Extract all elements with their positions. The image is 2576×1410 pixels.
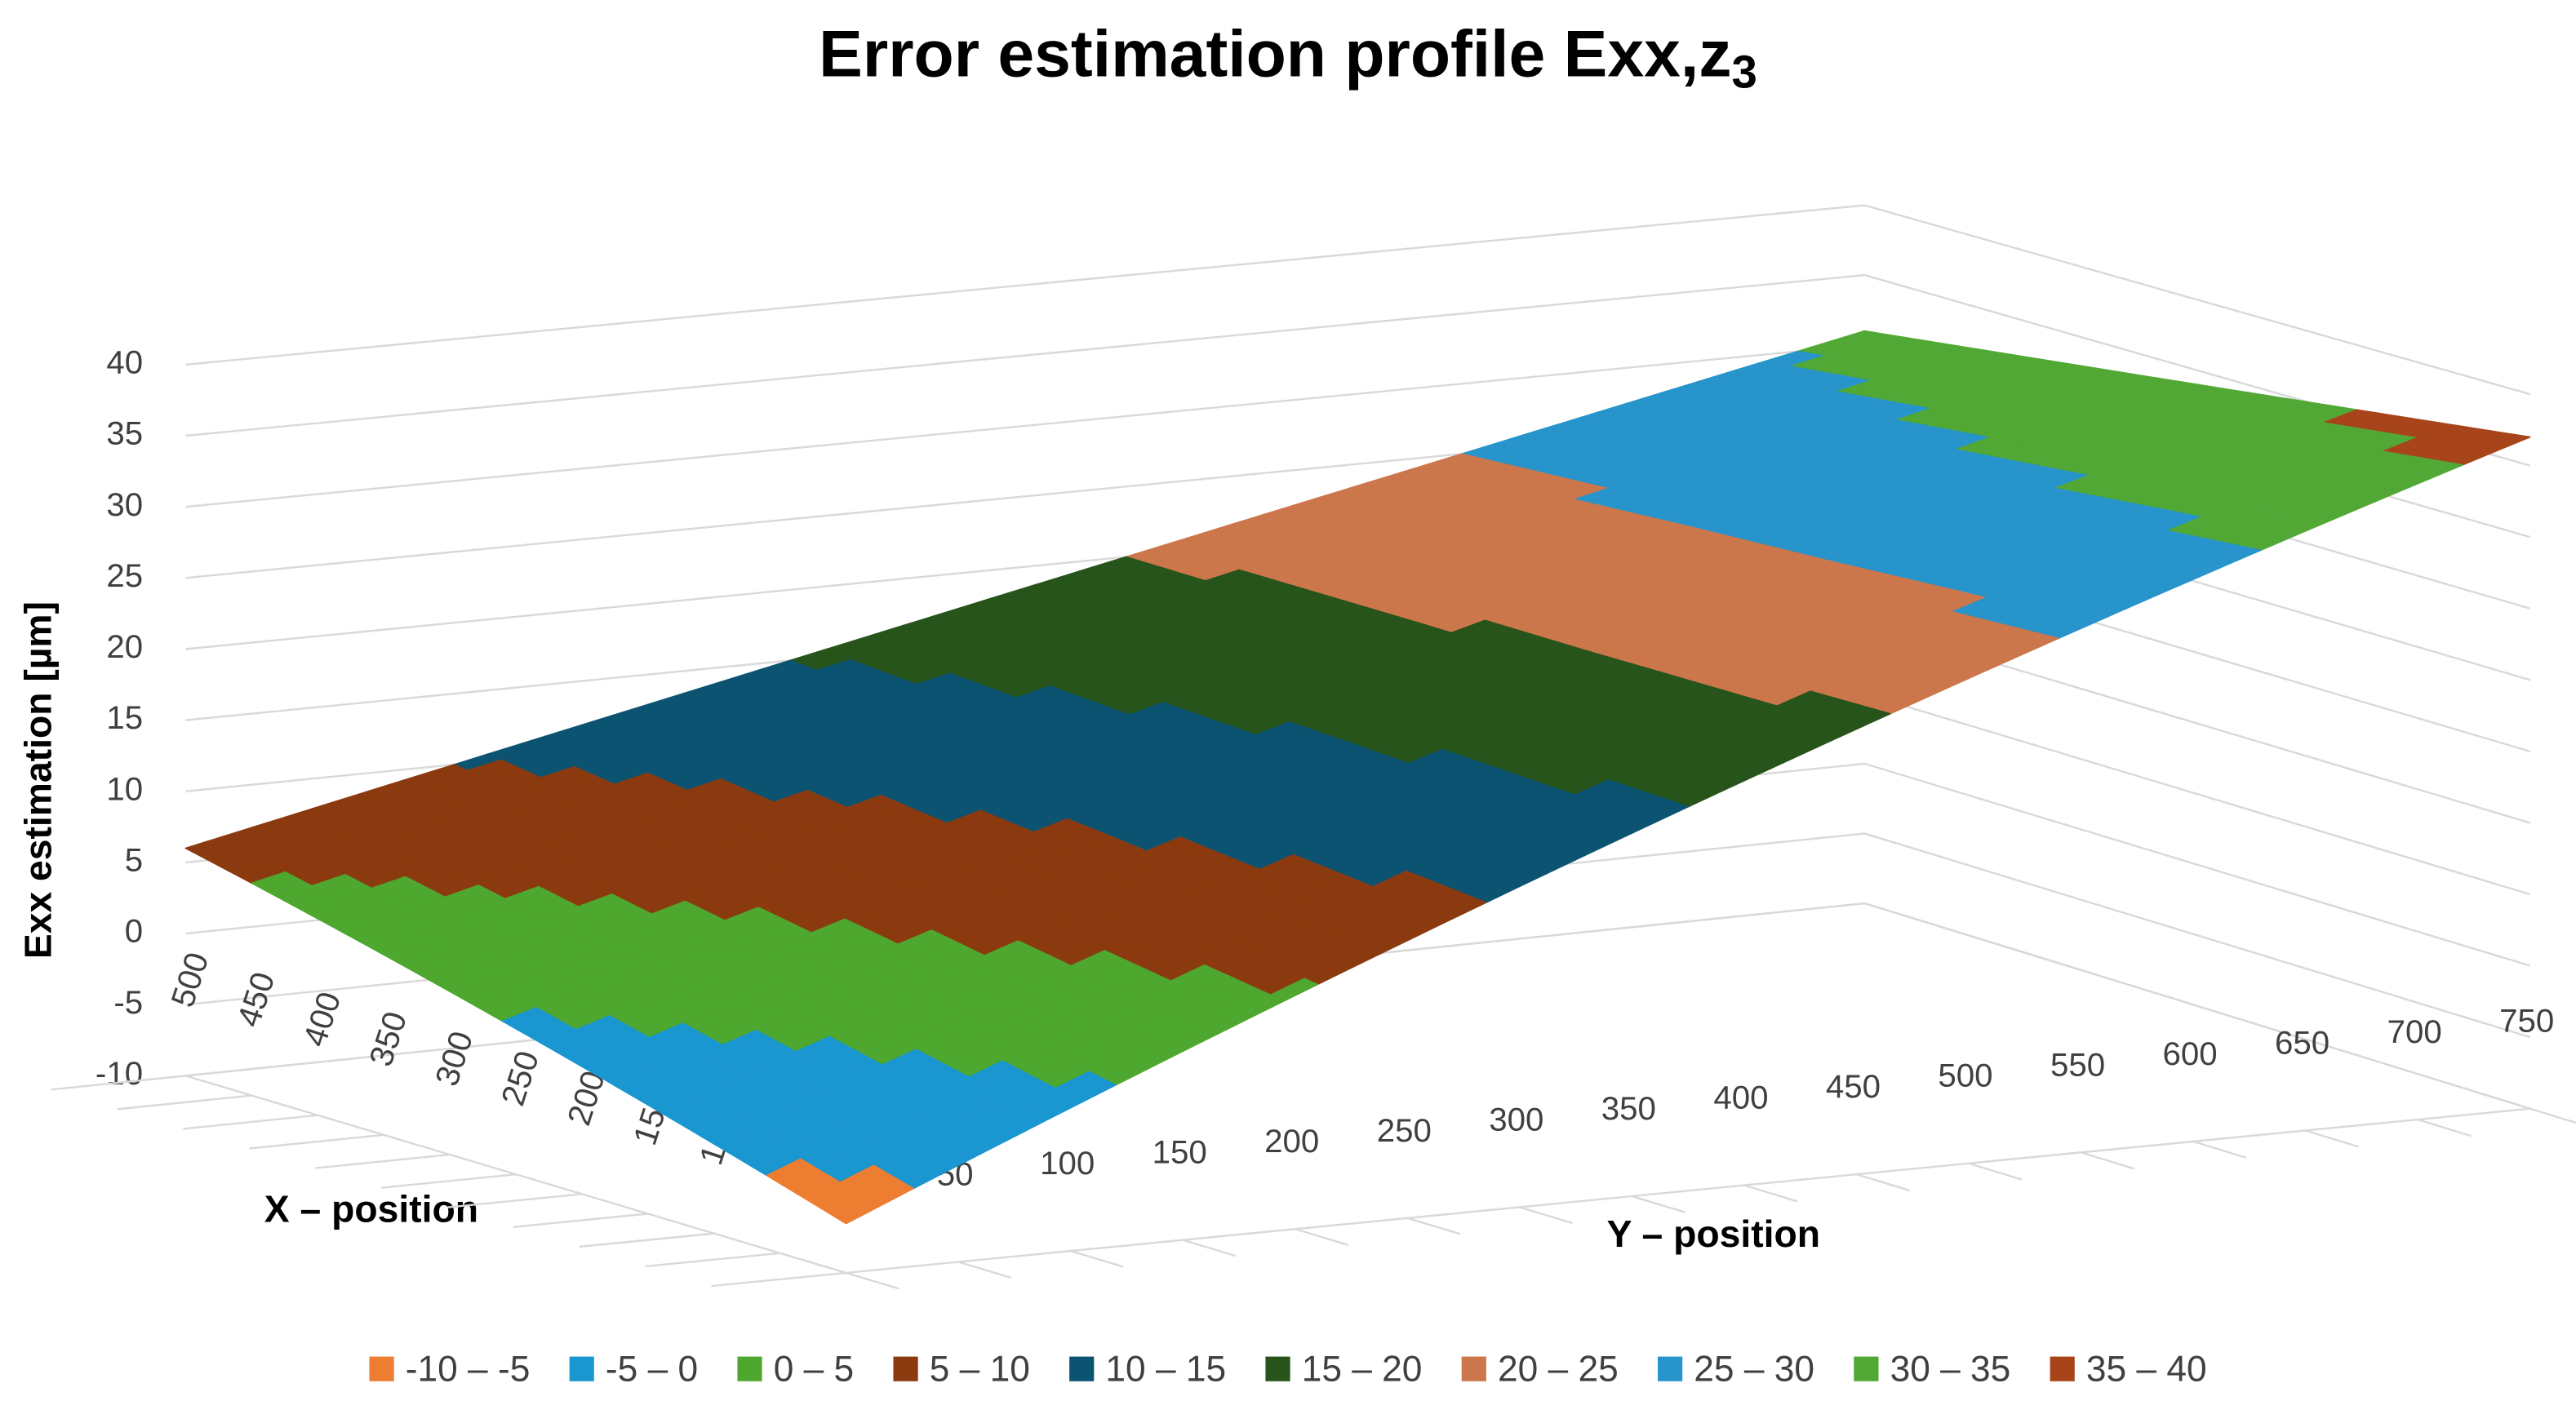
y-tick-mark xyxy=(1070,1249,1124,1268)
x-tick-mark xyxy=(51,1075,186,1091)
y-tick-label: 150 xyxy=(1153,1134,1207,1171)
y-tick-label: 350 xyxy=(1601,1090,1656,1127)
legend-swatch xyxy=(369,1356,394,1381)
y-tick-label: 250 xyxy=(1377,1112,1432,1149)
legend-swatch xyxy=(569,1356,594,1381)
y-tick-label: 200 xyxy=(1264,1123,1319,1159)
legend-swatch xyxy=(737,1356,762,1381)
legend-label: -5 – 0 xyxy=(606,1349,698,1389)
y-tick-mark xyxy=(957,1261,1012,1279)
legend-swatch xyxy=(1069,1356,1095,1381)
legend-label: 5 – 10 xyxy=(930,1349,1030,1389)
legend-swatch xyxy=(2050,1356,2075,1381)
x-tick-label: 250 xyxy=(495,1047,547,1111)
z-tick-label: 35 xyxy=(106,415,143,452)
x-tick-mark xyxy=(249,1133,384,1150)
legend-label: 35 – 40 xyxy=(2086,1349,2207,1389)
chart-area: Error estimation profile Exx,z3 X – posi… xyxy=(17,18,2576,1389)
y-tick-label: 100 xyxy=(1040,1145,1095,1182)
x-tick-label: 300 xyxy=(429,1026,481,1090)
y-tick-label: 400 xyxy=(1713,1080,1768,1116)
y-axis-title: Y – position xyxy=(1607,1213,1820,1255)
y-tick-label: 450 xyxy=(1826,1068,1881,1105)
y-tick-label: 600 xyxy=(2162,1035,2217,1072)
y-tick-mark xyxy=(1856,1173,1910,1192)
x-tick-mark xyxy=(711,1271,846,1288)
legend-label: 10 – 15 xyxy=(1105,1349,1226,1389)
z-tick-label: 25 xyxy=(106,557,143,594)
y-tick-mark xyxy=(1519,1206,1574,1225)
y-tick-mark xyxy=(2305,1129,2360,1148)
y-tick-label: 300 xyxy=(1489,1101,1543,1137)
surface-patch xyxy=(832,1197,881,1225)
y-tick-label: 550 xyxy=(2050,1046,2105,1083)
x-tick-mark xyxy=(315,1153,451,1169)
legend-swatch xyxy=(1461,1356,1486,1381)
x-tick-mark xyxy=(645,1252,780,1268)
y-tick-mark xyxy=(2081,1151,2134,1170)
x-tick-mark xyxy=(381,1173,517,1189)
z-tick-label: 10 xyxy=(106,770,143,807)
z-tick-label: 20 xyxy=(106,628,143,665)
y-tick-mark xyxy=(1295,1228,1348,1246)
legend-label: -10 – -5 xyxy=(406,1349,531,1389)
legend-label: 25 – 30 xyxy=(1694,1349,1814,1389)
legend-swatch xyxy=(1265,1356,1290,1381)
legend-label: 0 – 5 xyxy=(774,1349,854,1389)
x-tick-mark xyxy=(446,1193,583,1208)
y-tick-label: 750 xyxy=(2499,1003,2554,1040)
y-tick-mark xyxy=(2192,1140,2247,1159)
z-tick-label: 30 xyxy=(106,486,143,523)
y-tick-mark xyxy=(846,1271,899,1290)
surface xyxy=(184,330,2531,1225)
chart-title: Error estimation profile Exx,z3 xyxy=(819,18,1757,98)
y-tick-mark xyxy=(2417,1118,2472,1137)
x-tick-label: 400 xyxy=(296,987,349,1051)
y-tick-label: 500 xyxy=(1938,1058,1992,1094)
legend-label: 20 – 25 xyxy=(1498,1349,1619,1389)
z-axis-title: Exx estimation [µm] xyxy=(17,601,60,959)
y-tick-mark xyxy=(1743,1184,1798,1203)
z-tick-label: 0 xyxy=(125,913,143,950)
x-tick-label: 450 xyxy=(230,968,282,1031)
y-tick-mark xyxy=(1968,1162,2023,1181)
z-tick-label: 40 xyxy=(106,344,143,380)
legend: -10 – -5 -5 – 0 0 – 5 5 – 10 10 – 15 15 – 20 2… xyxy=(369,1349,2207,1389)
y-tick-mark xyxy=(1406,1217,1461,1235)
z-tick-label: 5 xyxy=(125,842,143,879)
title-text: Error estimation profile Exx,z xyxy=(819,18,1731,91)
legend-swatch xyxy=(1854,1356,1879,1381)
z-tick-label: 15 xyxy=(106,699,143,736)
z-tick-label: -5 xyxy=(113,984,143,1021)
grid-line xyxy=(185,204,2531,396)
legend-label: 30 – 35 xyxy=(1890,1349,2011,1389)
legend-label: 15 – 20 xyxy=(1302,1349,1423,1389)
x-tick-mark xyxy=(117,1094,252,1111)
z-tick-label: -10 xyxy=(95,1055,143,1092)
x-tick-mark xyxy=(579,1232,714,1248)
x-tick-label: 350 xyxy=(362,1007,415,1071)
x-tick-mark xyxy=(183,1114,318,1130)
title-subscript: 3 xyxy=(1732,46,1757,97)
y-tick-mark xyxy=(1632,1195,1686,1213)
y-tick-label: 700 xyxy=(2387,1013,2442,1050)
x-tick-mark xyxy=(513,1213,648,1229)
legend-swatch xyxy=(1658,1356,1683,1381)
y-tick-mark xyxy=(1182,1239,1237,1257)
legend-swatch xyxy=(893,1356,918,1381)
x-axis-title: X – position xyxy=(264,1188,478,1230)
y-tick-mark xyxy=(2529,1107,2576,1124)
y-tick-label: 650 xyxy=(2275,1024,2330,1061)
